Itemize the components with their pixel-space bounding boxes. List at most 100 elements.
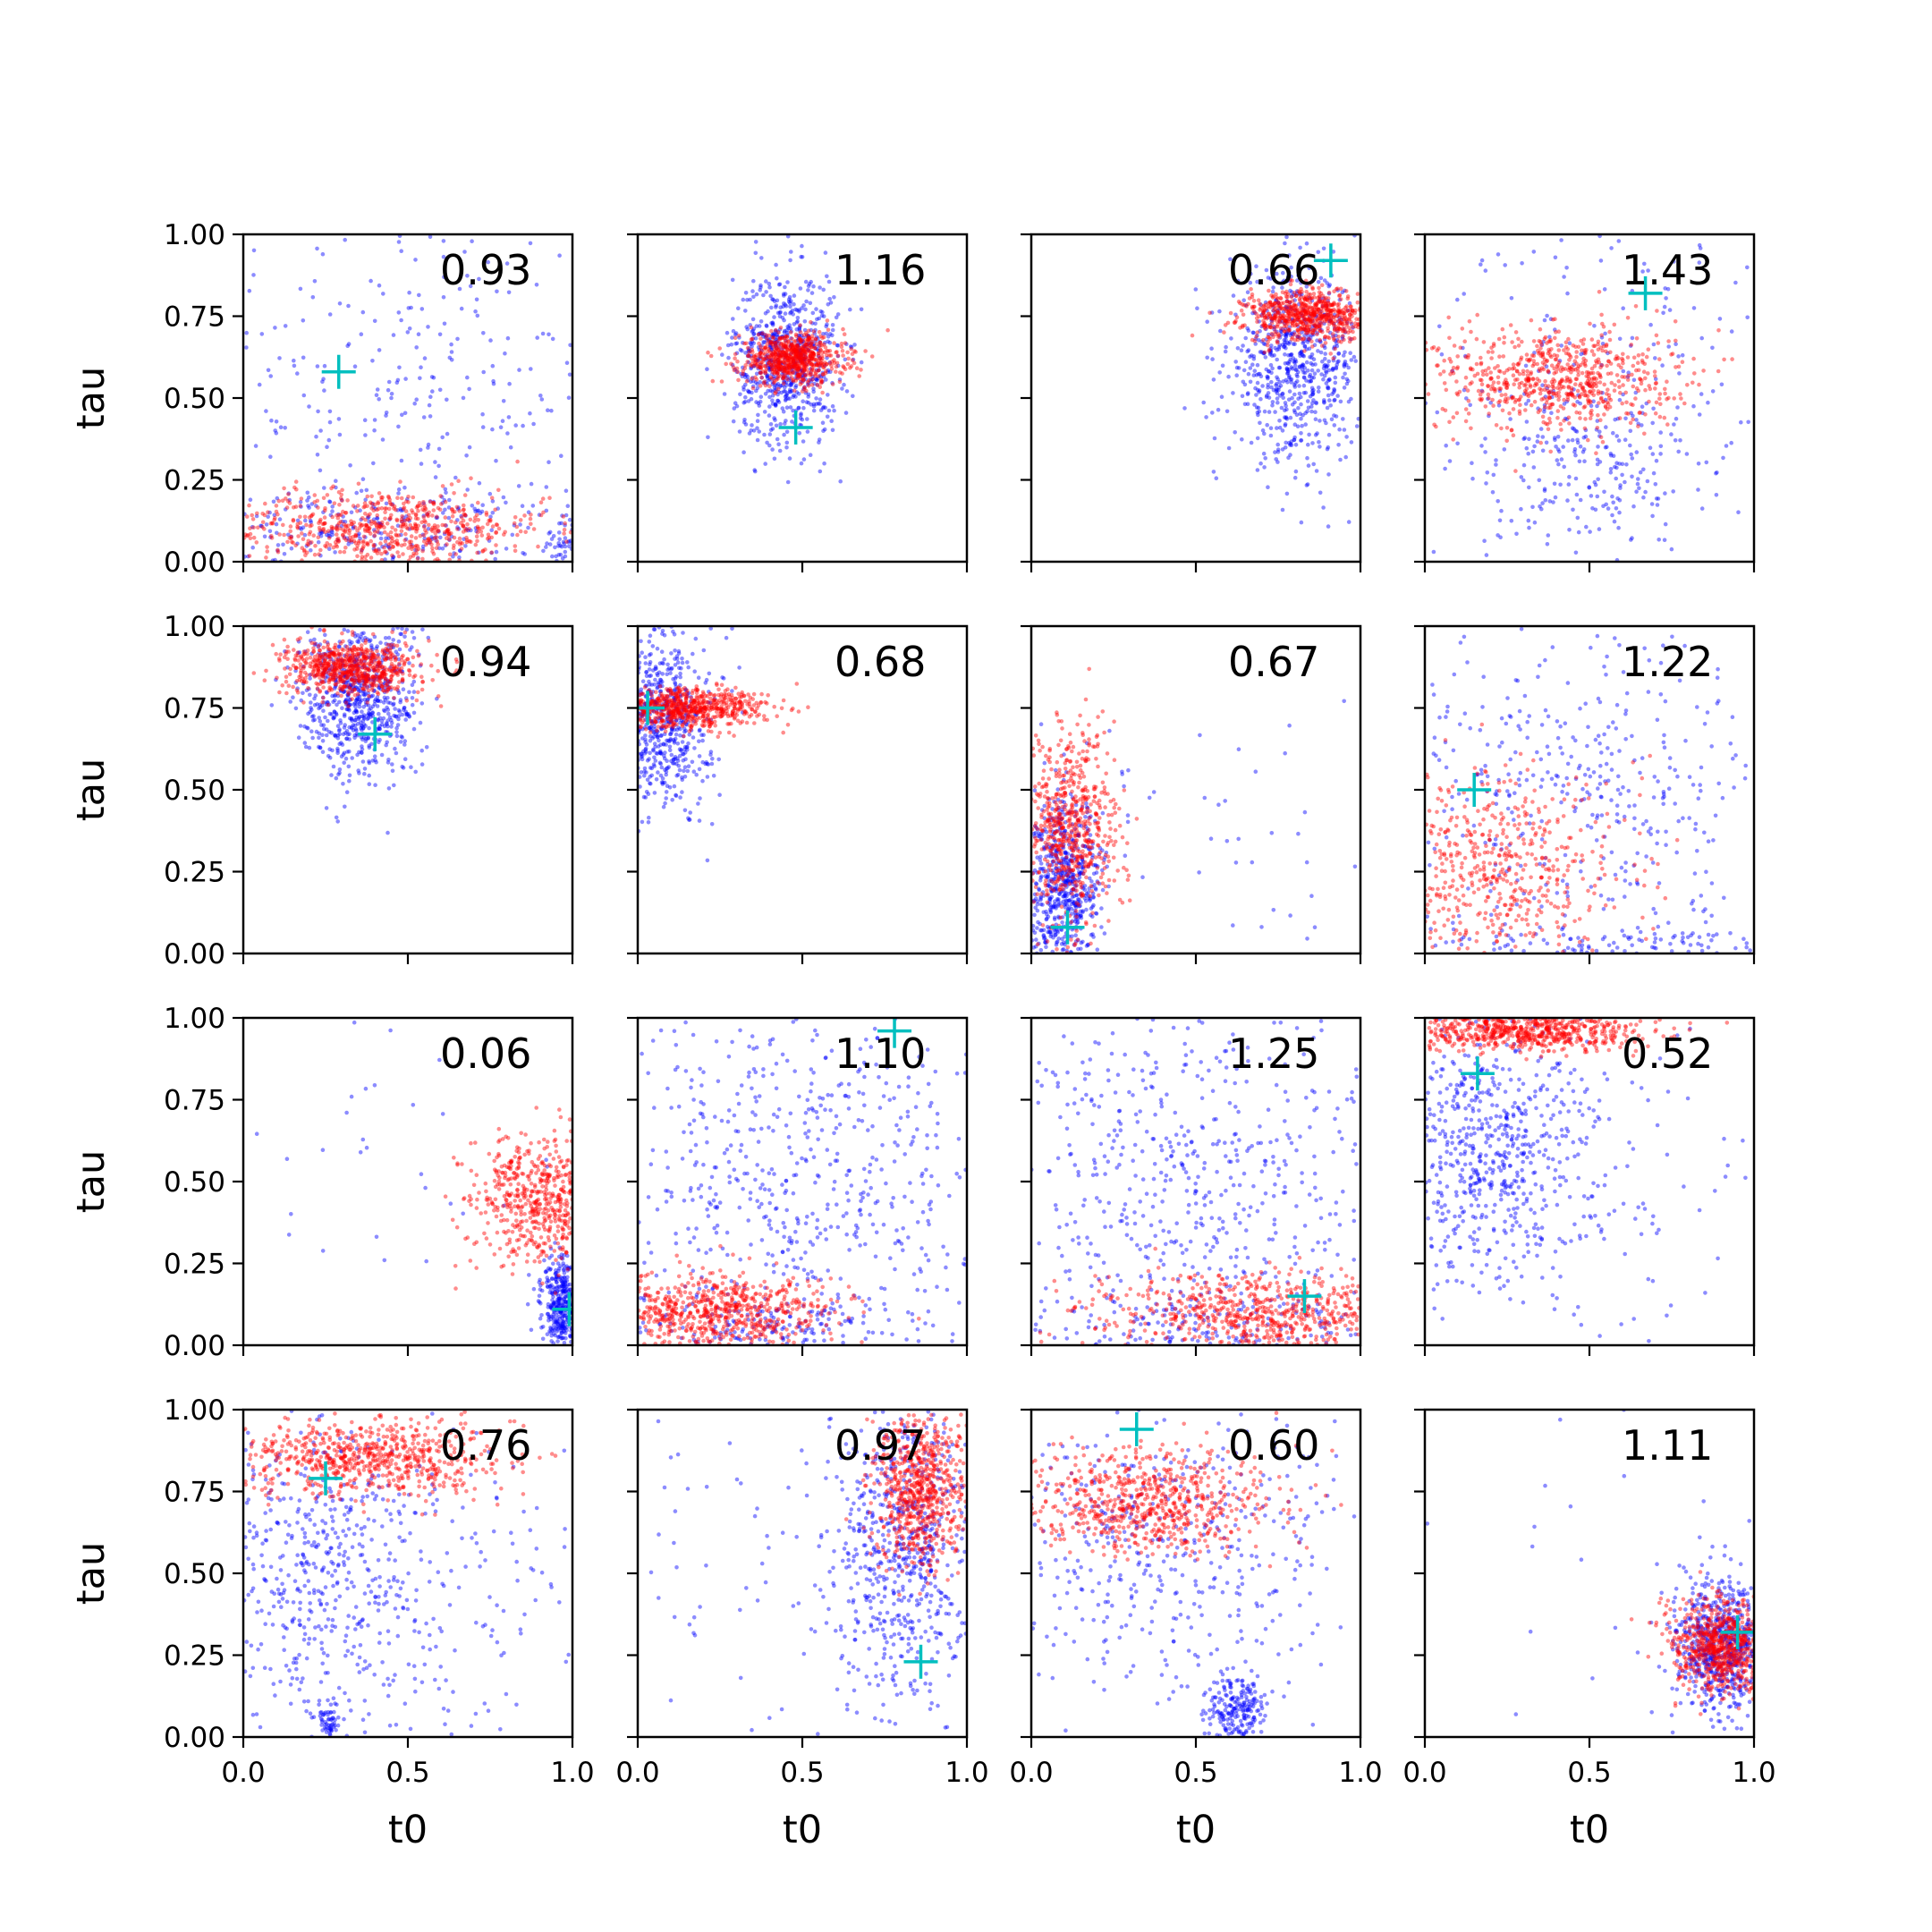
red-sample-point <box>1588 380 1592 386</box>
red-sample-point <box>1337 321 1342 326</box>
red-sample-point <box>1513 397 1519 402</box>
red-sample-point <box>1549 402 1555 407</box>
red-sample-point <box>791 364 796 369</box>
red-sample-point <box>1607 404 1613 410</box>
blue-sample-point <box>1341 353 1346 358</box>
blue-sample-point <box>822 363 827 369</box>
blue-sample-point <box>1268 362 1274 368</box>
red-sample-point <box>816 351 821 356</box>
blue-sample-point <box>301 393 307 398</box>
blue-sample-point <box>1266 391 1271 395</box>
blue-sample-point <box>1295 374 1300 379</box>
blue-sample-point <box>510 532 515 538</box>
red-sample-point <box>378 524 384 530</box>
red-sample-point <box>1343 316 1348 320</box>
blue-sample-point <box>859 360 864 365</box>
blue-sample-point <box>1271 313 1275 318</box>
blue-sample-point <box>407 519 412 523</box>
blue-sample-point <box>1308 394 1313 399</box>
blue-sample-point <box>1578 444 1583 449</box>
red-sample-point <box>451 546 456 551</box>
red-sample-point <box>1581 405 1587 410</box>
blue-sample-point <box>782 328 787 334</box>
red-sample-point <box>1296 310 1301 316</box>
red-sample-point <box>1228 310 1233 316</box>
blue-sample-point <box>792 293 797 298</box>
red-sample-point <box>1298 320 1303 326</box>
red-sample-point <box>787 346 792 351</box>
red-sample-point <box>372 520 377 525</box>
red-sample-point <box>1584 374 1589 378</box>
red-sample-point <box>447 531 452 537</box>
red-sample-point <box>789 342 794 347</box>
blue-sample-point <box>341 514 345 519</box>
blue-sample-point <box>440 547 445 551</box>
blue-sample-point <box>1326 378 1331 383</box>
blue-sample-point <box>1651 406 1656 411</box>
red-sample-point <box>399 517 404 521</box>
blue-sample-point <box>804 400 809 404</box>
red-sample-point <box>386 494 391 499</box>
blue-sample-point <box>1295 334 1300 339</box>
red-sample-point <box>779 366 784 371</box>
blue-sample-point <box>1249 440 1254 445</box>
red-sample-point <box>758 370 763 376</box>
red-sample-point <box>758 351 763 355</box>
blue-sample-point <box>1650 513 1655 519</box>
red-sample-point <box>1566 385 1572 389</box>
red-sample-point <box>513 548 518 554</box>
blue-sample-point <box>1606 506 1611 511</box>
red-sample-point <box>341 533 345 538</box>
red-sample-point <box>424 542 428 547</box>
blue-sample-point <box>1551 500 1555 504</box>
blue-sample-point <box>1496 403 1502 408</box>
blue-sample-point <box>816 376 820 381</box>
red-sample-point <box>1305 330 1310 335</box>
red-sample-point <box>1538 387 1544 393</box>
red-sample-point <box>807 335 811 341</box>
blue-sample-point <box>1596 445 1600 449</box>
red-sample-point <box>795 359 800 363</box>
blue-sample-point <box>1307 266 1311 271</box>
subplot-points <box>1425 234 1750 562</box>
red-sample-point <box>1638 377 1643 382</box>
red-sample-point <box>795 357 801 361</box>
red-sample-point <box>301 547 307 553</box>
blue-sample-point <box>1599 362 1604 368</box>
red-sample-point <box>1315 332 1319 337</box>
red-sample-point <box>1463 375 1469 380</box>
red-sample-point <box>753 358 758 362</box>
blue-sample-point <box>301 355 306 360</box>
blue-sample-point <box>1282 337 1287 343</box>
blue-sample-point <box>1284 335 1289 339</box>
blue-sample-point <box>544 508 549 513</box>
red-sample-point <box>461 518 466 523</box>
blue-sample-point <box>803 354 809 360</box>
blue-sample-point <box>1326 472 1331 477</box>
red-sample-point <box>771 344 775 349</box>
red-sample-point <box>773 351 778 355</box>
red-sample-point <box>330 514 335 520</box>
blue-sample-point <box>773 402 778 407</box>
blue-sample-point <box>809 279 813 284</box>
red-sample-point <box>489 550 494 555</box>
red-sample-point <box>1301 337 1305 342</box>
blue-sample-point <box>771 376 776 381</box>
red-sample-point <box>1305 298 1310 303</box>
blue-sample-point <box>1220 363 1225 369</box>
blue-sample-point <box>282 552 287 556</box>
red-sample-point <box>342 521 346 527</box>
blue-sample-point <box>416 555 420 560</box>
red-sample-point <box>1562 397 1566 402</box>
blue-sample-point <box>1275 426 1279 430</box>
blue-sample-point <box>1260 384 1265 388</box>
red-sample-point <box>1240 325 1245 329</box>
blue-sample-point <box>1310 391 1316 395</box>
red-sample-point <box>1317 324 1321 328</box>
blue-sample-point <box>1351 326 1355 330</box>
blue-sample-point <box>1630 335 1635 341</box>
red-sample-point <box>821 362 826 367</box>
red-sample-point <box>1290 312 1294 317</box>
blue-sample-point <box>1290 290 1294 294</box>
blue-sample-point <box>1280 280 1285 284</box>
